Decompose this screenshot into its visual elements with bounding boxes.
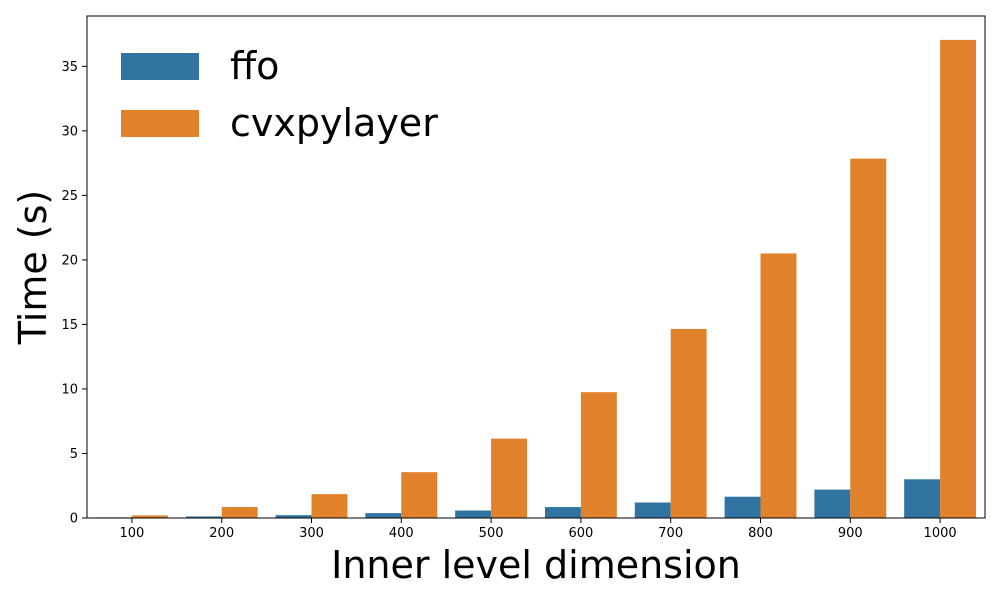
bar-cvxpylayer-900	[850, 158, 887, 518]
bar-cvxpylayer-1000	[940, 39, 977, 519]
bar-cvxpylayer-300	[311, 494, 348, 518]
bar-ffo-300	[275, 515, 312, 518]
y-tick-label: 15	[61, 318, 78, 333]
x-tick-label: 200	[209, 526, 234, 541]
legend: ffo cvxpylayer	[121, 44, 438, 145]
bars-group	[95, 39, 977, 519]
x-tick-label: 600	[568, 526, 593, 541]
y-tick-label: 10	[61, 382, 78, 397]
bar-ffo-900	[814, 489, 851, 518]
bar-cvxpylayer-600	[580, 392, 617, 518]
x-axis-title: Inner level dimension	[331, 543, 741, 587]
x-tick-label: 300	[299, 526, 324, 541]
y-tick-label: 0	[70, 512, 78, 527]
bar-ffo-400	[365, 513, 402, 518]
y-axis-title: Time (s)	[11, 190, 55, 346]
bar-cvxpylayer-400	[401, 472, 438, 518]
y-tick-label: 30	[61, 124, 78, 139]
legend-label-cvxpylayer: cvxpylayer	[230, 101, 438, 145]
x-tick-label: 800	[748, 526, 773, 541]
x-tick-label: 400	[389, 526, 414, 541]
y-tick-label: 5	[70, 447, 78, 462]
bar-ffo-700	[634, 502, 671, 518]
bar-cvxpylayer-500	[491, 438, 528, 518]
legend-swatch-cvxpylayer	[121, 110, 199, 137]
x-tick-label: 500	[479, 526, 504, 541]
plot-frame	[86, 15, 986, 519]
bar-ffo-1000	[904, 479, 941, 518]
x-tick-label: 100	[119, 526, 144, 541]
bar-cvxpylayer-100	[131, 515, 168, 518]
x-tick-label: 700	[658, 526, 683, 541]
bar-cvxpylayer-700	[670, 328, 707, 518]
y-axis-ticks: 0 5 10 15 20 25 30 35	[61, 60, 87, 527]
bar-ffo-600	[544, 507, 581, 518]
bar-ffo-800	[724, 496, 761, 518]
x-axis-ticks: 100 200 300 400 500 600 700 800 900 1000	[119, 518, 957, 541]
x-tick-label: 1000	[924, 526, 957, 541]
bar-ffo-500	[455, 510, 492, 518]
legend-label-ffo: ffo	[230, 44, 279, 88]
y-tick-label: 25	[61, 189, 78, 204]
legend-swatch-ffo	[121, 53, 199, 80]
bar-ffo-200	[185, 516, 222, 518]
y-tick-label: 35	[61, 60, 78, 75]
bar-cvxpylayer-800	[760, 253, 797, 518]
bar-cvxpylayer-200	[221, 507, 258, 518]
x-tick-label: 900	[838, 526, 863, 541]
y-tick-label: 20	[61, 253, 78, 268]
